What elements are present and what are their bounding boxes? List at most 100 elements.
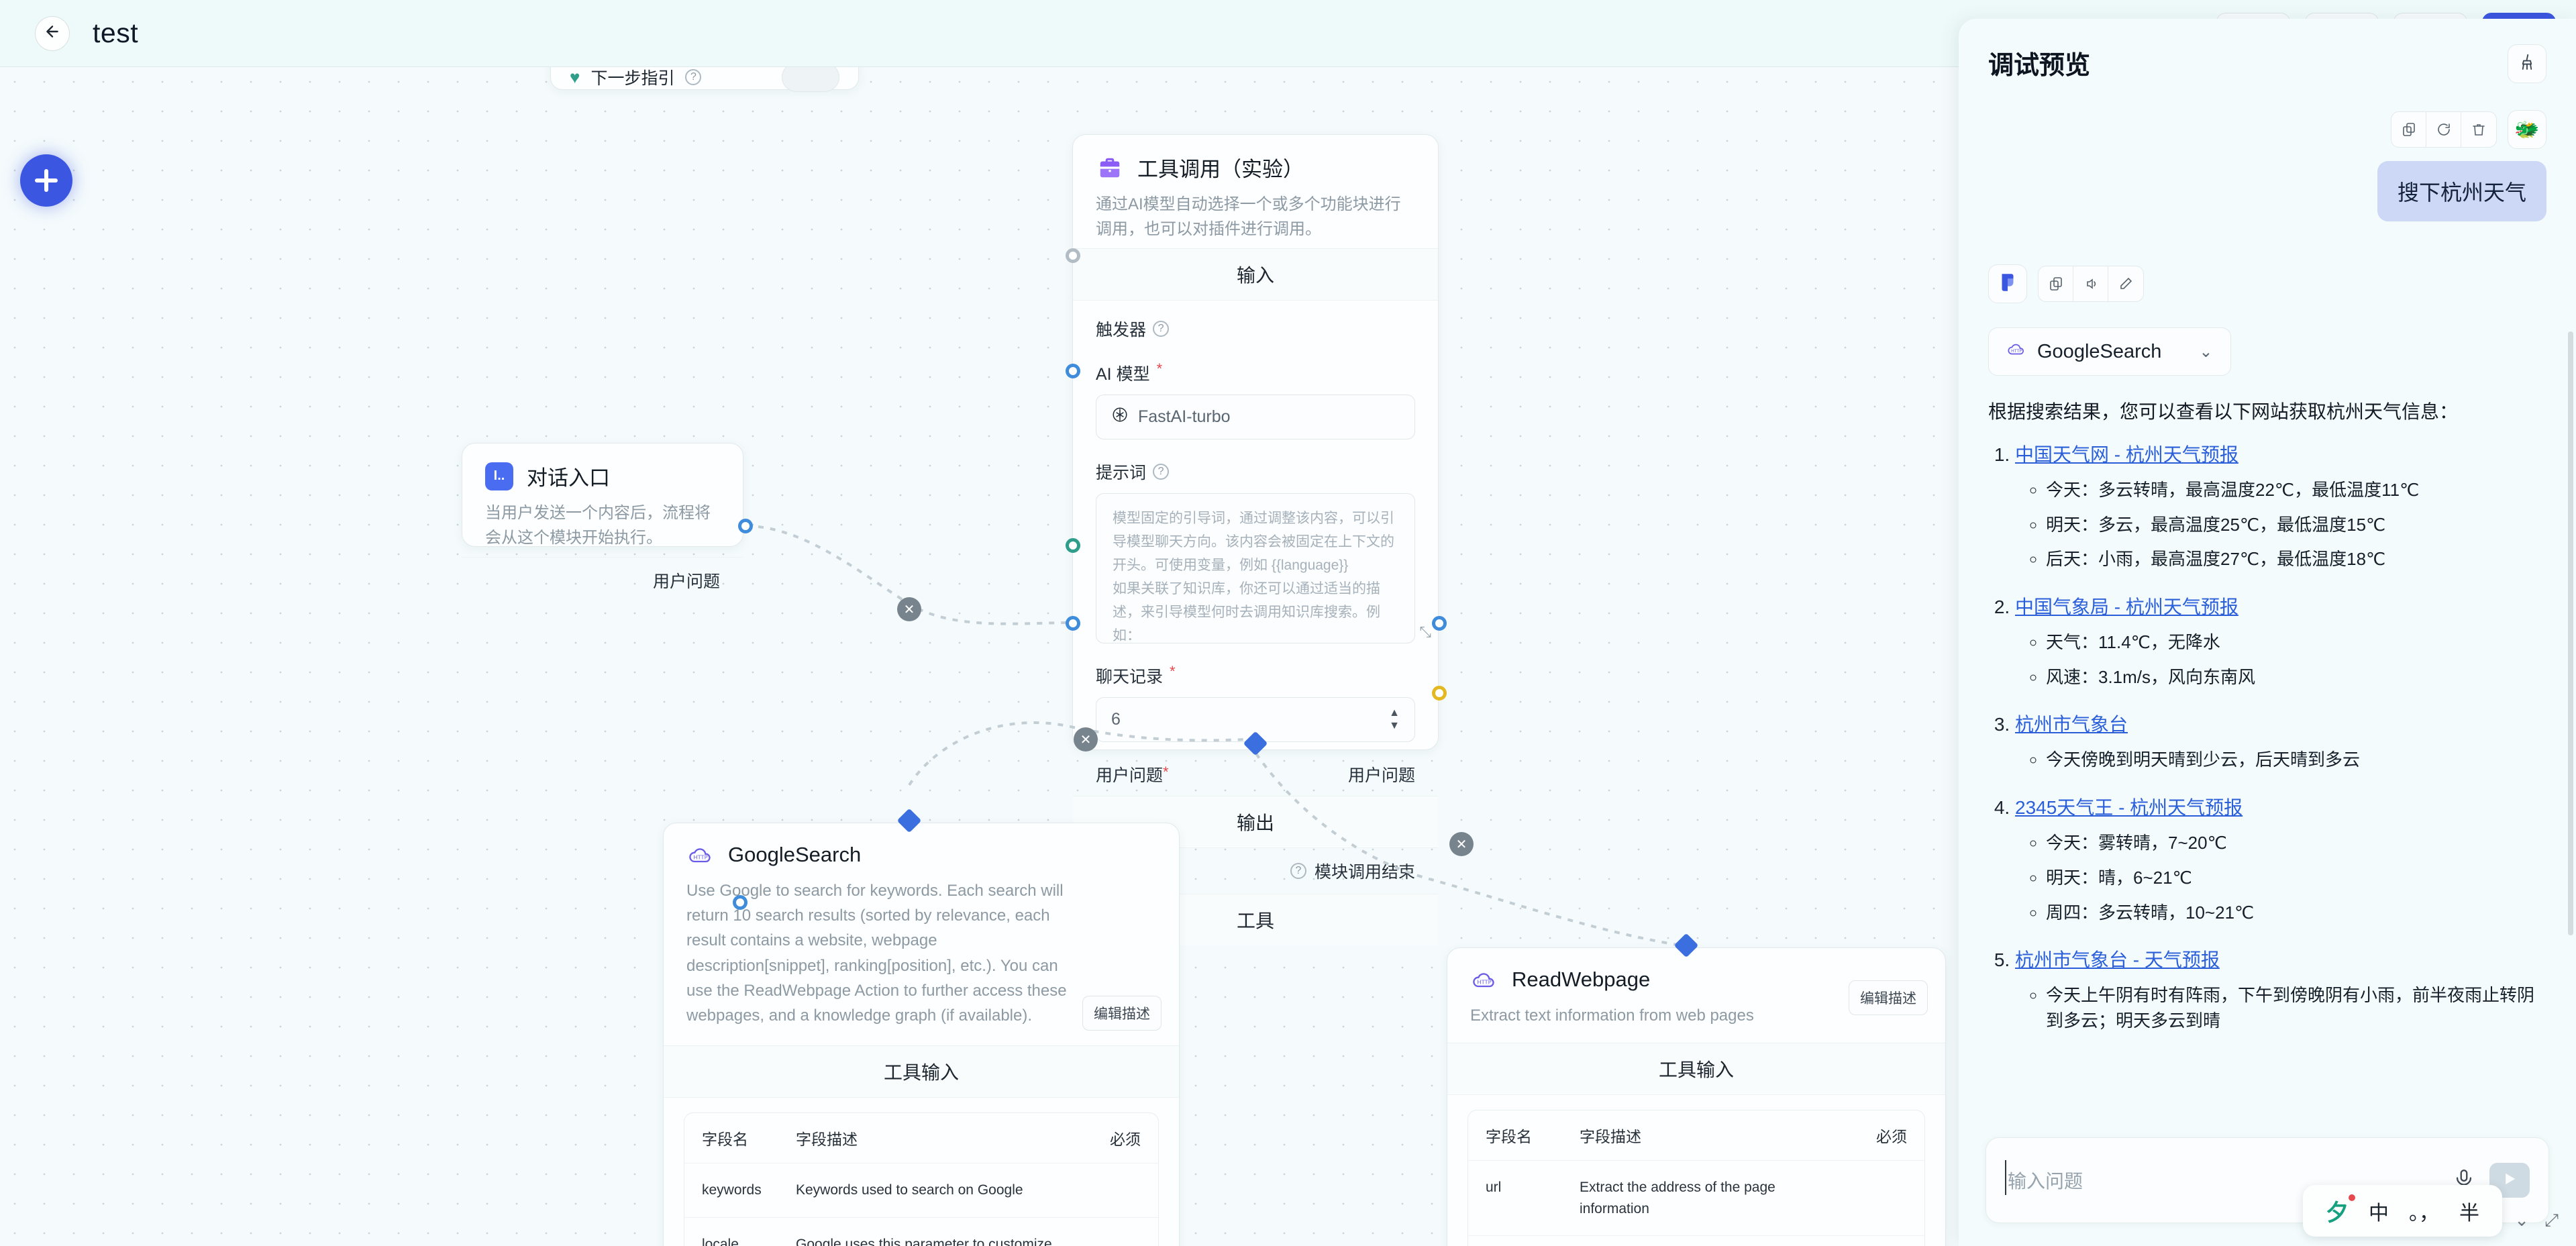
node-read-webpage[interactable]: HTTP ReadWebpage Extract text informatio… xyxy=(1447,947,1946,1246)
user-question-out-label: 用户问题 xyxy=(1347,766,1415,786)
chat-entry-header: I.. 对话入口 当用户发送一个内容后，流程将会从这个模块开始执行。 xyxy=(462,444,743,557)
chat-entry-output-port[interactable] xyxy=(733,895,748,910)
prompt-textarea[interactable]: 模型固定的引导词，通过调整该内容，可以引导模型聊天方向。该内容会被固定在上下文的… xyxy=(1096,493,1415,644)
cell-required xyxy=(1851,1236,1924,1246)
svg-text:HTTP: HTTP xyxy=(2011,349,2022,354)
help-icon[interactable]: ? xyxy=(685,69,702,85)
list-item: 2345天气王 - 杭州天气预报 今天：雾转晴，7~20℃ 明天：晴，6~21℃… xyxy=(2015,793,2546,925)
tool-call-user-question-out-port[interactable] xyxy=(1432,616,1447,631)
add-node-button[interactable] xyxy=(20,154,72,207)
tool-call-prompt-field: 提示词 ? 模型固定的引导词，通过调整该内容，可以引导模型聊天方向。该内容会被固… xyxy=(1073,442,1438,646)
tool-call-module-end-port[interactable] xyxy=(1432,686,1447,700)
read-webpage-edit-desc-button[interactable]: 编辑描述 xyxy=(1849,980,1928,1015)
col-field-name: 字段名 xyxy=(1486,1128,1532,1146)
tool-chip-google-search[interactable]: HTTP GoogleSearch ⌄ xyxy=(1988,327,2231,376)
composer-wrapper: 输入问题 xyxy=(1959,1137,2576,1246)
cell-field-name: locale xyxy=(702,1236,739,1246)
cell-required xyxy=(1084,1163,1158,1217)
node-tool-call[interactable]: 工具调用（实验） 通过AI模型自动选择一个或多个功能块进行调用，也可以对插件进行… xyxy=(1072,134,1439,946)
google-search-table: 字段名 字段描述 必须 keywords Keywords used to se… xyxy=(684,1112,1159,1246)
chat-entry-output-label: 用户问题 xyxy=(652,572,720,592)
tool-call-trigger-port[interactable] xyxy=(1066,248,1080,263)
chat-entry-output-port-dot[interactable] xyxy=(738,519,753,533)
google-search-title: GoogleSearch xyxy=(728,843,862,866)
edge-delete-3[interactable]: ✕ xyxy=(1449,832,1474,856)
cell-required xyxy=(1084,1218,1158,1246)
read-webpage-table: 字段名 字段描述 必须 url Extract the address of t… xyxy=(1467,1110,1925,1246)
page-title: test xyxy=(93,17,139,48)
next-step-guide-toggle[interactable] xyxy=(782,67,839,92)
tool-call-history-port[interactable] xyxy=(1066,538,1080,553)
result-link[interactable]: 2345天气王 - 杭州天气预报 xyxy=(2015,797,2243,819)
list-item: 杭州市气象台 今天傍晚到明天晴到少云，后天晴到多云 xyxy=(2015,710,2546,773)
edge-delete-1[interactable]: ✕ xyxy=(897,597,921,621)
avatar xyxy=(1988,264,2027,303)
ime-width[interactable]: 半 xyxy=(2459,1202,2479,1225)
result-detail-list: 今天：多云转晴，最高温度22℃，最低温度11℃ 明天：多云，最高温度25℃，最低… xyxy=(2015,478,2546,572)
cell-field-name: url xyxy=(1486,1180,1502,1196)
help-icon[interactable]: ? xyxy=(1153,464,1170,480)
list-item: 今天傍晚到明天晴到少云，后天晴到多云 xyxy=(2046,747,2546,773)
tool-chip-label: GoogleSearch xyxy=(2037,340,2162,362)
resize-grip-icon[interactable]: ⤡ xyxy=(1419,623,1431,641)
message-assistant: HTTP GoogleSearch ⌄ 根据搜索结果，您可以查看以下网站获取杭州… xyxy=(1988,264,2546,1034)
tool-call-prompt-port[interactable] xyxy=(1066,364,1080,378)
module-end-label: 模块调用结束 xyxy=(1314,863,1415,882)
copy-icon[interactable] xyxy=(2039,266,2073,301)
result-link[interactable]: 杭州市气象台 xyxy=(2015,714,2128,735)
tool-call-user-question-in-port[interactable] xyxy=(1066,616,1080,631)
google-search-tool-input-section: 工具输入 xyxy=(664,1045,1179,1098)
next-step-guide-label: 下一步指引 xyxy=(590,69,675,88)
node-next-step-guide[interactable]: ♥ 下一步指引 ? xyxy=(550,67,859,92)
trash-icon[interactable] xyxy=(2461,112,2496,147)
avatar: 🐲 xyxy=(2508,110,2546,149)
help-icon[interactable]: ? xyxy=(1153,321,1170,338)
col-field-name: 字段名 xyxy=(702,1131,748,1149)
google-search-edit-desc-button[interactable]: 编辑描述 xyxy=(1082,996,1162,1031)
chat-scroll-area[interactable]: 🐲 搜下杭州天气 xyxy=(1959,90,2576,1137)
refresh-icon[interactable] xyxy=(2426,112,2461,147)
back-button[interactable] xyxy=(35,15,70,51)
clear-chat-button[interactable] xyxy=(2508,44,2546,83)
ai-model-select[interactable]: FastAI-turbo xyxy=(1096,395,1415,440)
speaker-icon[interactable] xyxy=(2073,266,2108,301)
result-link[interactable]: 中国天气网 - 杭州天气预报 xyxy=(2015,444,2238,465)
ime-punctuation[interactable]: 。， xyxy=(2409,1202,2439,1225)
list-item: 中国气象局 - 杭州天气预报 天气：11.4℃，无降水 风速：3.1m/s，风向… xyxy=(2015,592,2546,690)
assistant-intro-text: 根据搜索结果，您可以查看以下网站获取杭州天气信息： xyxy=(1988,401,2459,422)
table-row: original_text Please provide the origina… xyxy=(1468,1235,1924,1246)
chat-composer[interactable]: 输入问题 xyxy=(1986,1137,2549,1223)
read-webpage-header: HTTP ReadWebpage Extract text informatio… xyxy=(1447,948,1945,1043)
broom-icon xyxy=(2517,52,2537,76)
send-icon xyxy=(2500,1170,2519,1192)
window-controls[interactable]: ⌄ ⤢ xyxy=(2514,1210,2564,1230)
google-search-desc: Use Google to search for keywords. Each … xyxy=(686,882,1067,1025)
chat-scrollbar[interactable] xyxy=(2568,331,2573,935)
search-results-list: 中国天气网 - 杭州天气预报 今天：多云转晴，最高温度22℃，最低温度11℃ 明… xyxy=(1988,440,2546,1034)
list-item: 杭州市气象台 - 天气预报 今天上午阴有时有阵雨，下午到傍晚阴有小雨，前半夜雨止… xyxy=(2015,945,2546,1033)
list-item: 风速：3.1m/s，风向东南风 xyxy=(2046,665,2546,690)
ime-status-bar[interactable]: 夕 中 。， 半 xyxy=(2303,1185,2502,1237)
ime-mode[interactable]: 中 xyxy=(2369,1202,2389,1225)
help-icon[interactable]: ? xyxy=(1290,863,1306,880)
cell-field-name: keywords xyxy=(702,1182,762,1198)
edge-delete-2[interactable]: ✕ xyxy=(1074,727,1098,751)
cell-field-desc: Google uses this parameter to customize … xyxy=(796,1236,1052,1246)
chat-input[interactable]: 输入问题 xyxy=(2005,1160,2445,1195)
copy-icon[interactable] xyxy=(2391,112,2426,147)
node-google-search[interactable]: HTTP GoogleSearch Use Google to search f… xyxy=(663,823,1180,1246)
chat-history-label: 聊天记录 xyxy=(1096,668,1164,687)
svg-text:HTTP: HTTP xyxy=(1477,979,1491,986)
arrow-left-icon xyxy=(44,23,61,44)
stepper-arrows-icon[interactable]: ▲ ▼ xyxy=(1389,707,1400,731)
result-link[interactable]: 杭州市气象台 - 天气预报 xyxy=(2015,949,2220,971)
read-webpage-desc: Extract text information from web pages xyxy=(1470,1006,1754,1025)
node-chat-entry[interactable]: I.. 对话入口 当用户发送一个内容后，流程将会从这个模块开始执行。 用户问题 xyxy=(462,443,748,910)
result-link[interactable]: 中国气象局 - 杭州天气预报 xyxy=(2015,596,2238,618)
assistant-logo-icon xyxy=(1996,271,2019,297)
edit-icon[interactable] xyxy=(2108,266,2143,301)
openai-icon xyxy=(1111,406,1129,428)
google-search-header: HTTP GoogleSearch Use Google to search f… xyxy=(664,823,1179,1045)
chevron-down-icon[interactable]: ⌄ xyxy=(2199,342,2213,361)
tool-call-model-field: AI 模型 * FastAI-turbo xyxy=(1073,344,1438,442)
